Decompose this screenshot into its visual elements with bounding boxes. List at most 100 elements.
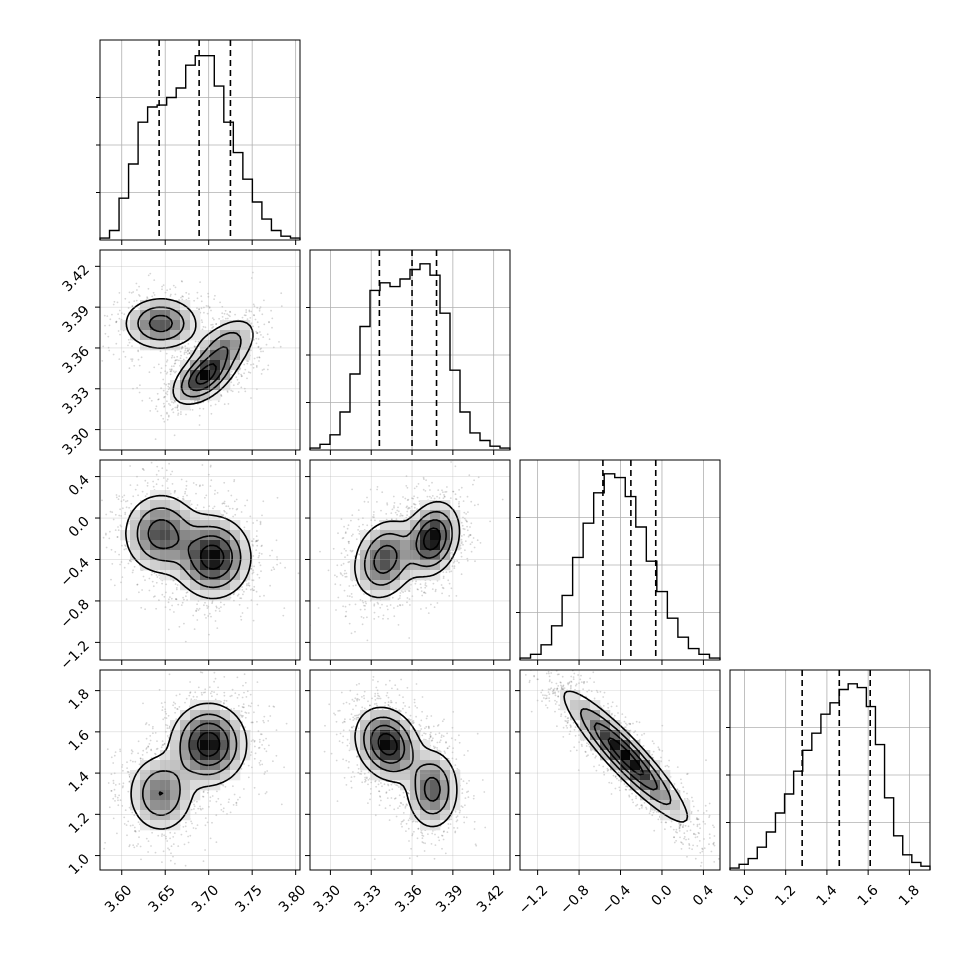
sample-point — [143, 469, 145, 471]
sample-point — [109, 510, 112, 513]
sample-point — [442, 587, 445, 590]
sample-point — [252, 366, 255, 369]
sample-point — [167, 415, 170, 418]
sample-point — [129, 465, 132, 467]
sample-point — [221, 312, 224, 315]
sample-point — [109, 530, 111, 533]
sample-point — [252, 522, 255, 524]
sample-point — [443, 495, 446, 498]
sample-point — [260, 350, 262, 353]
sample-point — [173, 611, 175, 613]
sample-point — [185, 480, 188, 483]
sample-point — [137, 494, 140, 497]
sample-point — [348, 595, 351, 598]
sample-point — [93, 530, 95, 532]
sample-point — [397, 510, 400, 513]
sample-point — [149, 272, 152, 275]
sample-point — [408, 507, 411, 509]
sample-point — [343, 525, 345, 528]
density-cell — [200, 590, 211, 601]
sample-point — [401, 514, 404, 517]
sample-point — [477, 503, 479, 506]
sample-point — [163, 406, 166, 408]
sample-point — [454, 450, 456, 452]
density-cell — [180, 310, 191, 321]
sample-point — [376, 486, 379, 488]
density-cell — [240, 320, 251, 331]
density-cell — [190, 580, 201, 591]
density-panel-2-1 — [309, 450, 511, 661]
sample-point — [219, 393, 222, 396]
sample-point — [248, 309, 251, 312]
density-cell — [140, 530, 151, 541]
sample-point — [138, 294, 140, 296]
sample-point — [454, 465, 457, 468]
sample-point — [166, 371, 169, 374]
sample-point — [112, 518, 115, 521]
sample-point — [122, 350, 125, 353]
sample-point — [226, 391, 229, 393]
sample-point — [255, 549, 258, 551]
sample-point — [252, 545, 254, 547]
sample-point — [352, 584, 355, 587]
sample-point — [317, 607, 320, 609]
sample-point — [410, 583, 412, 586]
sample-point — [104, 324, 106, 327]
sample-point — [165, 372, 168, 375]
sample-point — [156, 410, 159, 413]
sample-point — [363, 593, 365, 595]
sample-point — [177, 414, 179, 416]
contour-line — [137, 306, 242, 398]
sample-point — [247, 582, 250, 585]
density-cell — [230, 330, 241, 341]
sample-point — [398, 597, 401, 599]
sample-point — [220, 395, 223, 397]
sample-point — [173, 365, 175, 368]
sample-point — [268, 321, 270, 324]
sample-point — [339, 584, 342, 586]
density-cell — [450, 540, 461, 551]
density-cell — [180, 510, 191, 521]
sample-point — [393, 506, 395, 509]
sample-point — [232, 515, 235, 518]
contour-line — [423, 527, 441, 551]
sample-point — [408, 637, 411, 639]
sample-point — [350, 519, 352, 522]
sample-point — [260, 570, 262, 573]
sample-point — [223, 500, 226, 503]
sample-point — [174, 362, 177, 365]
sample-point — [110, 578, 112, 581]
sample-point — [171, 604, 174, 607]
sample-point — [460, 521, 463, 524]
sample-point — [240, 597, 243, 600]
sample-point — [341, 537, 344, 540]
sample-point — [161, 467, 164, 470]
sample-point — [386, 608, 389, 611]
sample-point — [144, 579, 146, 582]
sample-point — [118, 495, 121, 497]
sample-point — [282, 614, 285, 617]
sample-point — [177, 412, 180, 415]
sample-point — [250, 397, 252, 399]
sample-point — [452, 561, 455, 564]
density-cell — [220, 340, 231, 351]
sample-point — [262, 336, 265, 338]
sample-point — [171, 592, 174, 595]
density-cell — [150, 500, 161, 511]
sample-point — [464, 540, 467, 543]
sample-point — [212, 326, 215, 328]
sample-point — [219, 601, 222, 604]
sample-point — [239, 597, 242, 599]
sample-point — [182, 495, 185, 498]
sample-point — [273, 568, 276, 571]
sample-point — [139, 384, 141, 387]
density-cell — [220, 550, 231, 561]
sample-point — [183, 622, 185, 625]
sample-point — [130, 502, 133, 505]
sample-point — [246, 584, 248, 587]
sample-point — [347, 540, 350, 543]
sample-point — [168, 598, 170, 601]
sample-point — [94, 351, 96, 353]
sample-point — [205, 305, 208, 307]
sample-point — [461, 541, 463, 543]
